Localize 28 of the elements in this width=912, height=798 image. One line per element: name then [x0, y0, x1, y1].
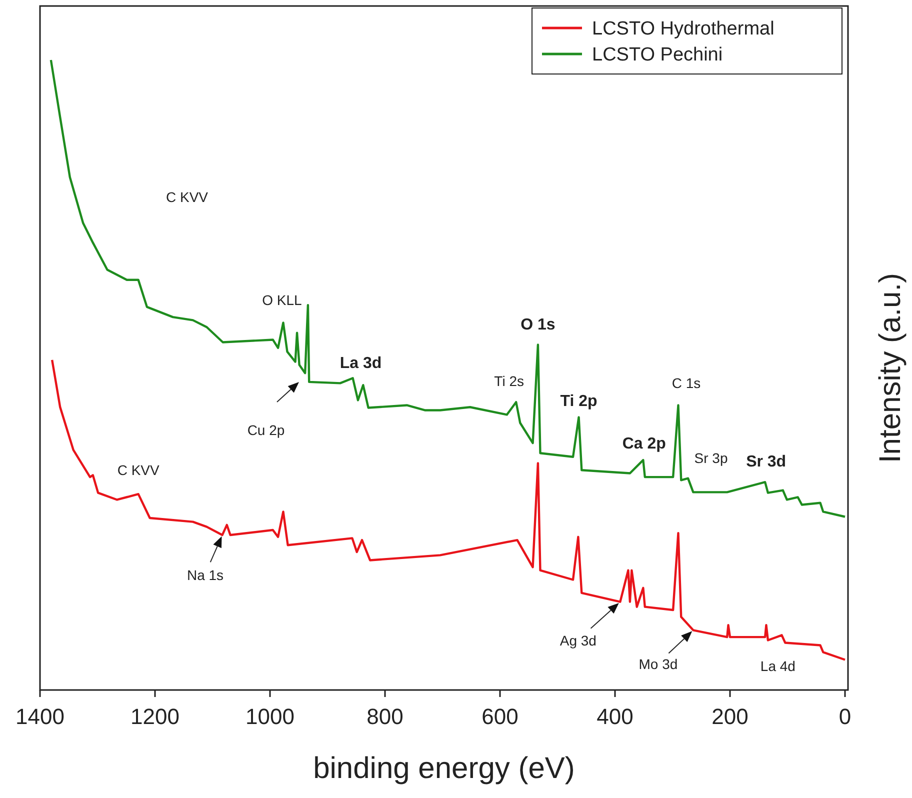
annotation: O KLL: [262, 292, 302, 308]
x-axis-title: binding energy (eV): [313, 752, 575, 785]
annotation: C KVV: [117, 462, 160, 478]
legend-label: LCSTO Pechini: [592, 44, 723, 66]
x-tick-label: 1000: [246, 704, 294, 729]
x-tick-label: 1200: [130, 704, 180, 729]
x-tick-label: 600: [482, 704, 518, 729]
annotation: Na 1s: [186, 566, 224, 583]
annotation: Sr 3d: [746, 454, 786, 471]
annotation: Mo 3d: [638, 656, 678, 672]
annotation: O 1s: [520, 316, 556, 334]
annotation: Ca 2p: [622, 436, 666, 453]
y-axis-title: Intensity (a.u.): [874, 272, 907, 464]
annotation: La 3d: [340, 354, 382, 372]
annotation: La 4d: [760, 658, 796, 674]
x-tick-label: 1400: [16, 704, 64, 729]
annotation: Cu 2p: [247, 422, 285, 438]
annotation: Ag 3d: [560, 632, 596, 649]
annotation: C 1s: [672, 375, 701, 392]
x-tick-label: 800: [366, 704, 404, 729]
annotation: C KVV: [166, 188, 209, 205]
x-tick-label: 400: [596, 704, 634, 729]
x-tick-label: 0: [838, 704, 852, 729]
legend-label: LCSTO Hydrothermal: [592, 18, 774, 40]
annotation: Ti 2p: [560, 392, 598, 410]
x-tick-label: 200: [712, 704, 748, 729]
annotation: Sr 3p: [694, 450, 728, 466]
annotation: Ti 2s: [494, 372, 524, 389]
